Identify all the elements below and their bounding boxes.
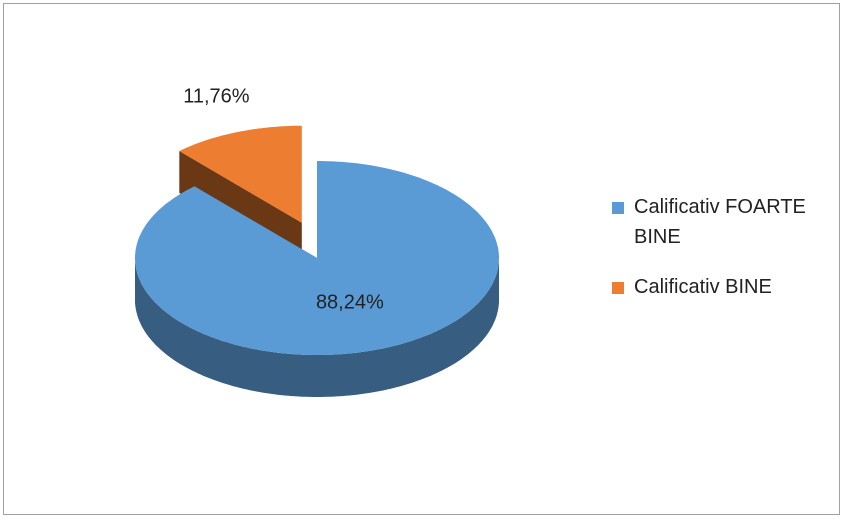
legend-item: Calificativ FOARTE BINE [612,192,837,252]
legend-item: Calificativ BINE [612,272,837,302]
data-label: 88,24% [316,292,384,314]
chart-border [3,3,840,515]
legend-label: Calificativ BINE [634,276,772,298]
legend-swatch [612,202,624,214]
data-label: 11,76% [183,85,250,107]
legend-label: Calificativ FOARTE BINE [634,196,806,248]
legend-swatch [612,282,624,294]
slice-wall [135,258,499,397]
pie-slice [135,161,499,397]
slice [135,161,499,355]
legend: Calificativ FOARTE BINE Calificativ BINE [612,192,837,322]
slice [179,125,302,223]
